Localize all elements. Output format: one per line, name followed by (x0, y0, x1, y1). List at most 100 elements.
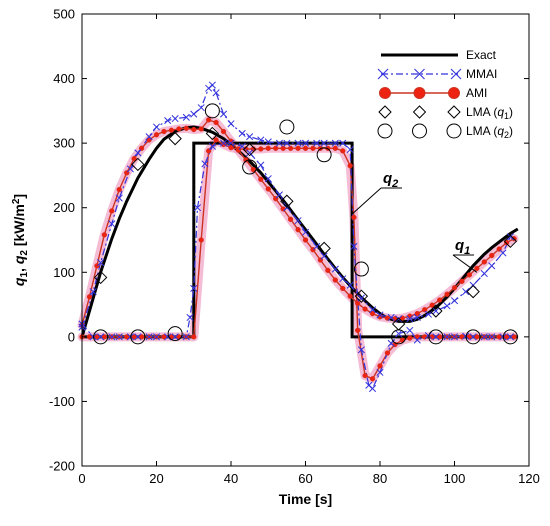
lma-q1-point (429, 304, 443, 318)
annotation-q1-label: q1 (455, 237, 470, 257)
ami-point (161, 334, 167, 340)
mmai-point (152, 333, 161, 341)
y-axis-title: q1, q2 [kW/m2] (11, 194, 30, 286)
lma-q1-point (131, 157, 145, 172)
legend-swatch-marker (378, 105, 392, 119)
ami-point (332, 277, 338, 283)
lma-q1-point (93, 270, 108, 285)
mmai-point (450, 333, 459, 341)
annotation-q2: q2 (351, 170, 402, 215)
lma-q2-point (316, 147, 332, 163)
y-tick-label: 100 (53, 265, 75, 280)
ami-point (302, 145, 309, 151)
legend-item-ami: AMI (379, 86, 487, 100)
mmai-point (413, 313, 421, 322)
mmai-point (193, 204, 202, 212)
legend-label-text: LMA ( (466, 124, 497, 138)
ami-point (273, 145, 279, 151)
legend-swatch-marker (446, 123, 462, 139)
lma-q2-point (279, 119, 295, 135)
legend-label-lma-q1: LMA (q1) (466, 105, 513, 121)
ami-point (351, 214, 357, 221)
y-tick-label: -100 (49, 394, 75, 409)
mmai-point (395, 330, 403, 338)
mmai-point (171, 333, 179, 341)
ami-point (474, 265, 480, 272)
mmai-point (257, 161, 265, 169)
mmai-point (294, 139, 302, 147)
y-axis-title-units: [kW/m (11, 204, 27, 250)
mmai-point (488, 333, 496, 341)
y-axis-title-q2: q (11, 255, 27, 264)
ami-point (265, 145, 271, 151)
ami-point (146, 137, 152, 143)
legend-item-lma-q1: LMA (q1) (378, 105, 513, 121)
ami-point (213, 137, 219, 143)
mmai-point (219, 139, 228, 147)
y-tick-label: 0 (68, 329, 75, 344)
legend-label-exact: Exact (466, 48, 497, 62)
ami-point (407, 335, 413, 341)
mmai-point (294, 217, 302, 225)
ami-point (369, 376, 376, 382)
ami-point (280, 145, 286, 151)
mmai-point (357, 346, 365, 354)
mmai-point (227, 139, 235, 147)
legend-swatch-marker (377, 68, 389, 80)
mmai-point (346, 281, 354, 289)
ami-point (94, 334, 100, 340)
lma-q2-point (204, 103, 220, 119)
mmai-point (208, 142, 216, 150)
x-tick-label: 0 (78, 471, 85, 486)
legend-swatch-marker (412, 123, 427, 139)
mmai-point (499, 249, 507, 257)
legend-label-ami: AMI (466, 86, 487, 100)
ami-point (101, 334, 107, 340)
legend-swatch-marker (379, 87, 391, 99)
ami-point (384, 350, 391, 356)
x-tick-label: 40 (224, 471, 238, 486)
ami-point (325, 267, 331, 273)
mmai-point (126, 165, 134, 173)
ami-point (362, 372, 368, 379)
ami-point (116, 186, 122, 193)
mmai-point (164, 116, 172, 125)
x-tick-label: 20 (149, 471, 163, 486)
ami-point (265, 186, 271, 192)
lma-q1-point (242, 142, 257, 157)
y-axis-title-close: ] (11, 194, 27, 199)
lma-q2-point (502, 329, 518, 345)
mmai-point (134, 333, 142, 341)
ami-point (414, 310, 420, 317)
y-axis-title-comma: , (11, 264, 27, 272)
mmai-point (190, 284, 198, 292)
ami-point (489, 252, 495, 259)
mmai-point (350, 242, 358, 251)
mmai-point (506, 333, 514, 341)
lma-q1-point (466, 284, 480, 299)
ami-point (228, 145, 234, 151)
ami-point (302, 237, 309, 243)
legend-label-mmai: MMAI (466, 67, 497, 81)
mmai-point (488, 262, 496, 270)
mmai-point (197, 104, 205, 112)
mmai-point (506, 233, 514, 241)
mmai-point (246, 133, 254, 141)
ami-point (451, 285, 458, 291)
ami-point (161, 128, 167, 135)
mmai-point (246, 149, 254, 157)
ami-point (436, 334, 443, 340)
mmai-point (97, 259, 105, 267)
ami-point (429, 302, 435, 308)
lma-q1-point (354, 289, 369, 303)
mmai-point (257, 136, 265, 144)
mmai-point (376, 368, 384, 376)
legend-label-subscript: 2 (504, 130, 509, 140)
ami-point (362, 306, 368, 312)
mmai-point (480, 270, 488, 278)
x-tick-label: 80 (373, 471, 387, 486)
ami-point (183, 125, 189, 131)
mmai-point (275, 139, 283, 147)
annotation-q1: q1 (452, 237, 478, 273)
